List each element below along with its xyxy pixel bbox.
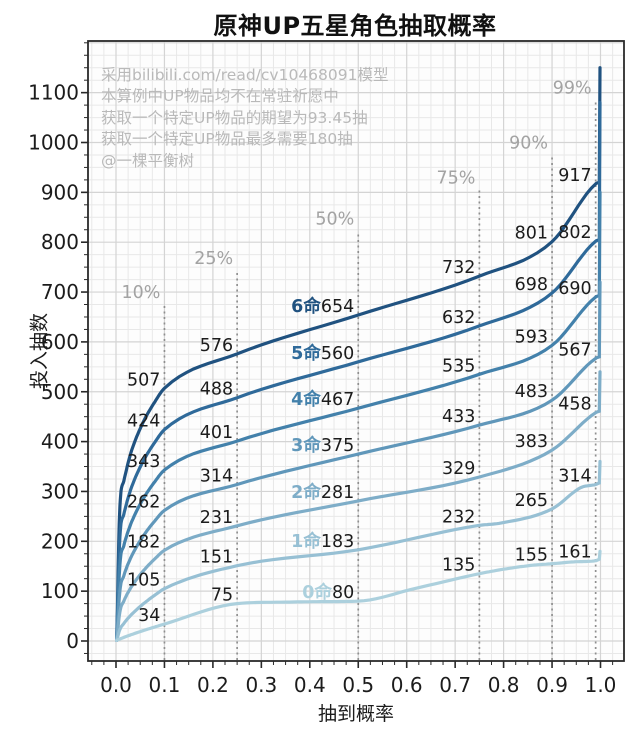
data-label: 698 [515,275,548,295]
data-label: 232 [442,507,475,527]
quantile-label: 50% [315,209,354,229]
data-label: 135 [442,556,475,576]
quantile-label: 99% [553,79,592,99]
x-tick-label: 0.2 [197,673,229,697]
chart-title: 原神UP五星角色抽取概率 [213,12,497,40]
curve-4命 [115,190,602,642]
x-axis-label: 抽到概率 [317,703,394,725]
data-label: 2命281 [291,482,354,503]
x-tick-label: 0.7 [439,673,471,697]
curve-3命 [115,280,602,642]
quantile-labels: 10% 25% 50% 75% 90% 99% [122,79,592,303]
y-tick-label: 100 [41,579,79,603]
quantile-label: 75% [436,168,475,188]
curve-5命 [115,101,602,642]
data-label: 6命654 [291,296,354,317]
data-label: 314 [558,466,591,486]
annotation-line: 获取一个特定UP物品最多需要180抽 [101,130,353,149]
data-label: 690 [558,279,591,299]
data-label: 632 [442,308,475,328]
data-label: 231 [200,508,233,528]
x-tick-label: 0.5 [342,673,374,697]
x-tick-label: 0.1 [149,673,181,697]
data-label: 801 [515,224,548,244]
annotation-block: 采用bilibili.com/read/cv10468091模型 本算例中UP物… [101,65,389,172]
data-label: 433 [442,407,475,427]
plot-border [87,40,625,662]
data-labels: 507 576 6命654 732 801 917 424 488 5命560 632 698 802… [127,166,592,626]
y-tick-label: 400 [41,430,79,454]
data-label: 5命560 [291,343,354,364]
quantile-guides [163,100,597,660]
curve-6命 [115,66,602,642]
data-label: 802 [558,223,591,243]
data-label: 161 [558,543,591,563]
data-label: 535 [442,356,475,376]
data-label: 343 [127,452,160,472]
x-tick-label: 0.9 [536,673,568,697]
data-label: 151 [200,548,233,568]
annotation-line: 采用bilibili.com/read/cv10468091模型 [101,66,389,84]
data-label: 917 [558,166,591,186]
annotation-line: 本算例中UP物品均不在常驻祈愿中 [101,87,339,106]
y-tick-label: 1000 [28,131,79,155]
x-tick-label: 0.0 [100,673,132,697]
quantile-label: 25% [194,249,233,269]
data-label: 483 [515,382,548,402]
y-tick-label: 1100 [28,81,79,105]
y-tick-label: 500 [41,380,79,404]
data-label: 182 [127,532,160,552]
data-label: 329 [442,459,475,479]
curve-0命 [115,549,602,642]
data-label: 383 [515,432,548,452]
x-tick-label: 0.6 [391,673,423,697]
y-tick-label: 600 [41,330,79,354]
data-label: 105 [127,571,160,591]
y-tick-label: 700 [41,280,79,304]
x-tick-label: 0.4 [294,673,326,697]
data-label: 75 [211,586,233,606]
quantile-label: 10% [122,283,161,303]
data-label: 155 [515,546,548,566]
annotation-line: @一棵平衡树 [101,151,195,170]
y-tick-label: 900 [41,180,79,204]
quantile-label: 90% [509,133,548,153]
data-label: 576 [200,336,233,356]
data-label: 401 [200,423,233,443]
y-tick-label: 300 [41,479,79,503]
data-label: 0命80 [302,582,354,603]
data-label: 424 [127,412,160,432]
data-label: 3命375 [291,435,354,456]
data-label: 567 [558,340,591,360]
y-tick-labels: 0 100 200 300 400 500 600 700 800 900 1000 1100 [28,81,79,653]
data-label: 1命183 [291,531,354,552]
data-label: 314 [200,466,233,486]
curves [115,66,602,642]
curve-2命 [115,370,602,642]
curve-1命 [115,459,602,642]
y-tick-label: 200 [41,529,79,553]
x-tick-label: 1.0 [585,673,617,697]
x-tick-label: 0.8 [488,673,520,697]
data-label: 458 [558,395,591,415]
data-label: 593 [515,327,548,347]
data-label: 507 [127,370,160,390]
ticks [81,42,614,668]
data-label: 262 [127,492,160,512]
data-label: 34 [138,606,160,626]
annotation-line: 获取一个特定UP物品的期望为93.45抽 [101,108,368,127]
data-label: 265 [515,491,548,511]
x-tick-label: 0.3 [245,673,277,697]
data-label: 732 [442,258,475,278]
x-tick-labels: 0.0 0.1 0.2 0.3 0.4 0.5 0.6 0.7 0.8 0.9 1.0 [100,673,616,697]
data-label: 4命467 [291,389,354,410]
y-tick-label: 800 [41,230,79,254]
data-label: 488 [200,380,233,400]
y-tick-label: 0 [66,629,79,653]
